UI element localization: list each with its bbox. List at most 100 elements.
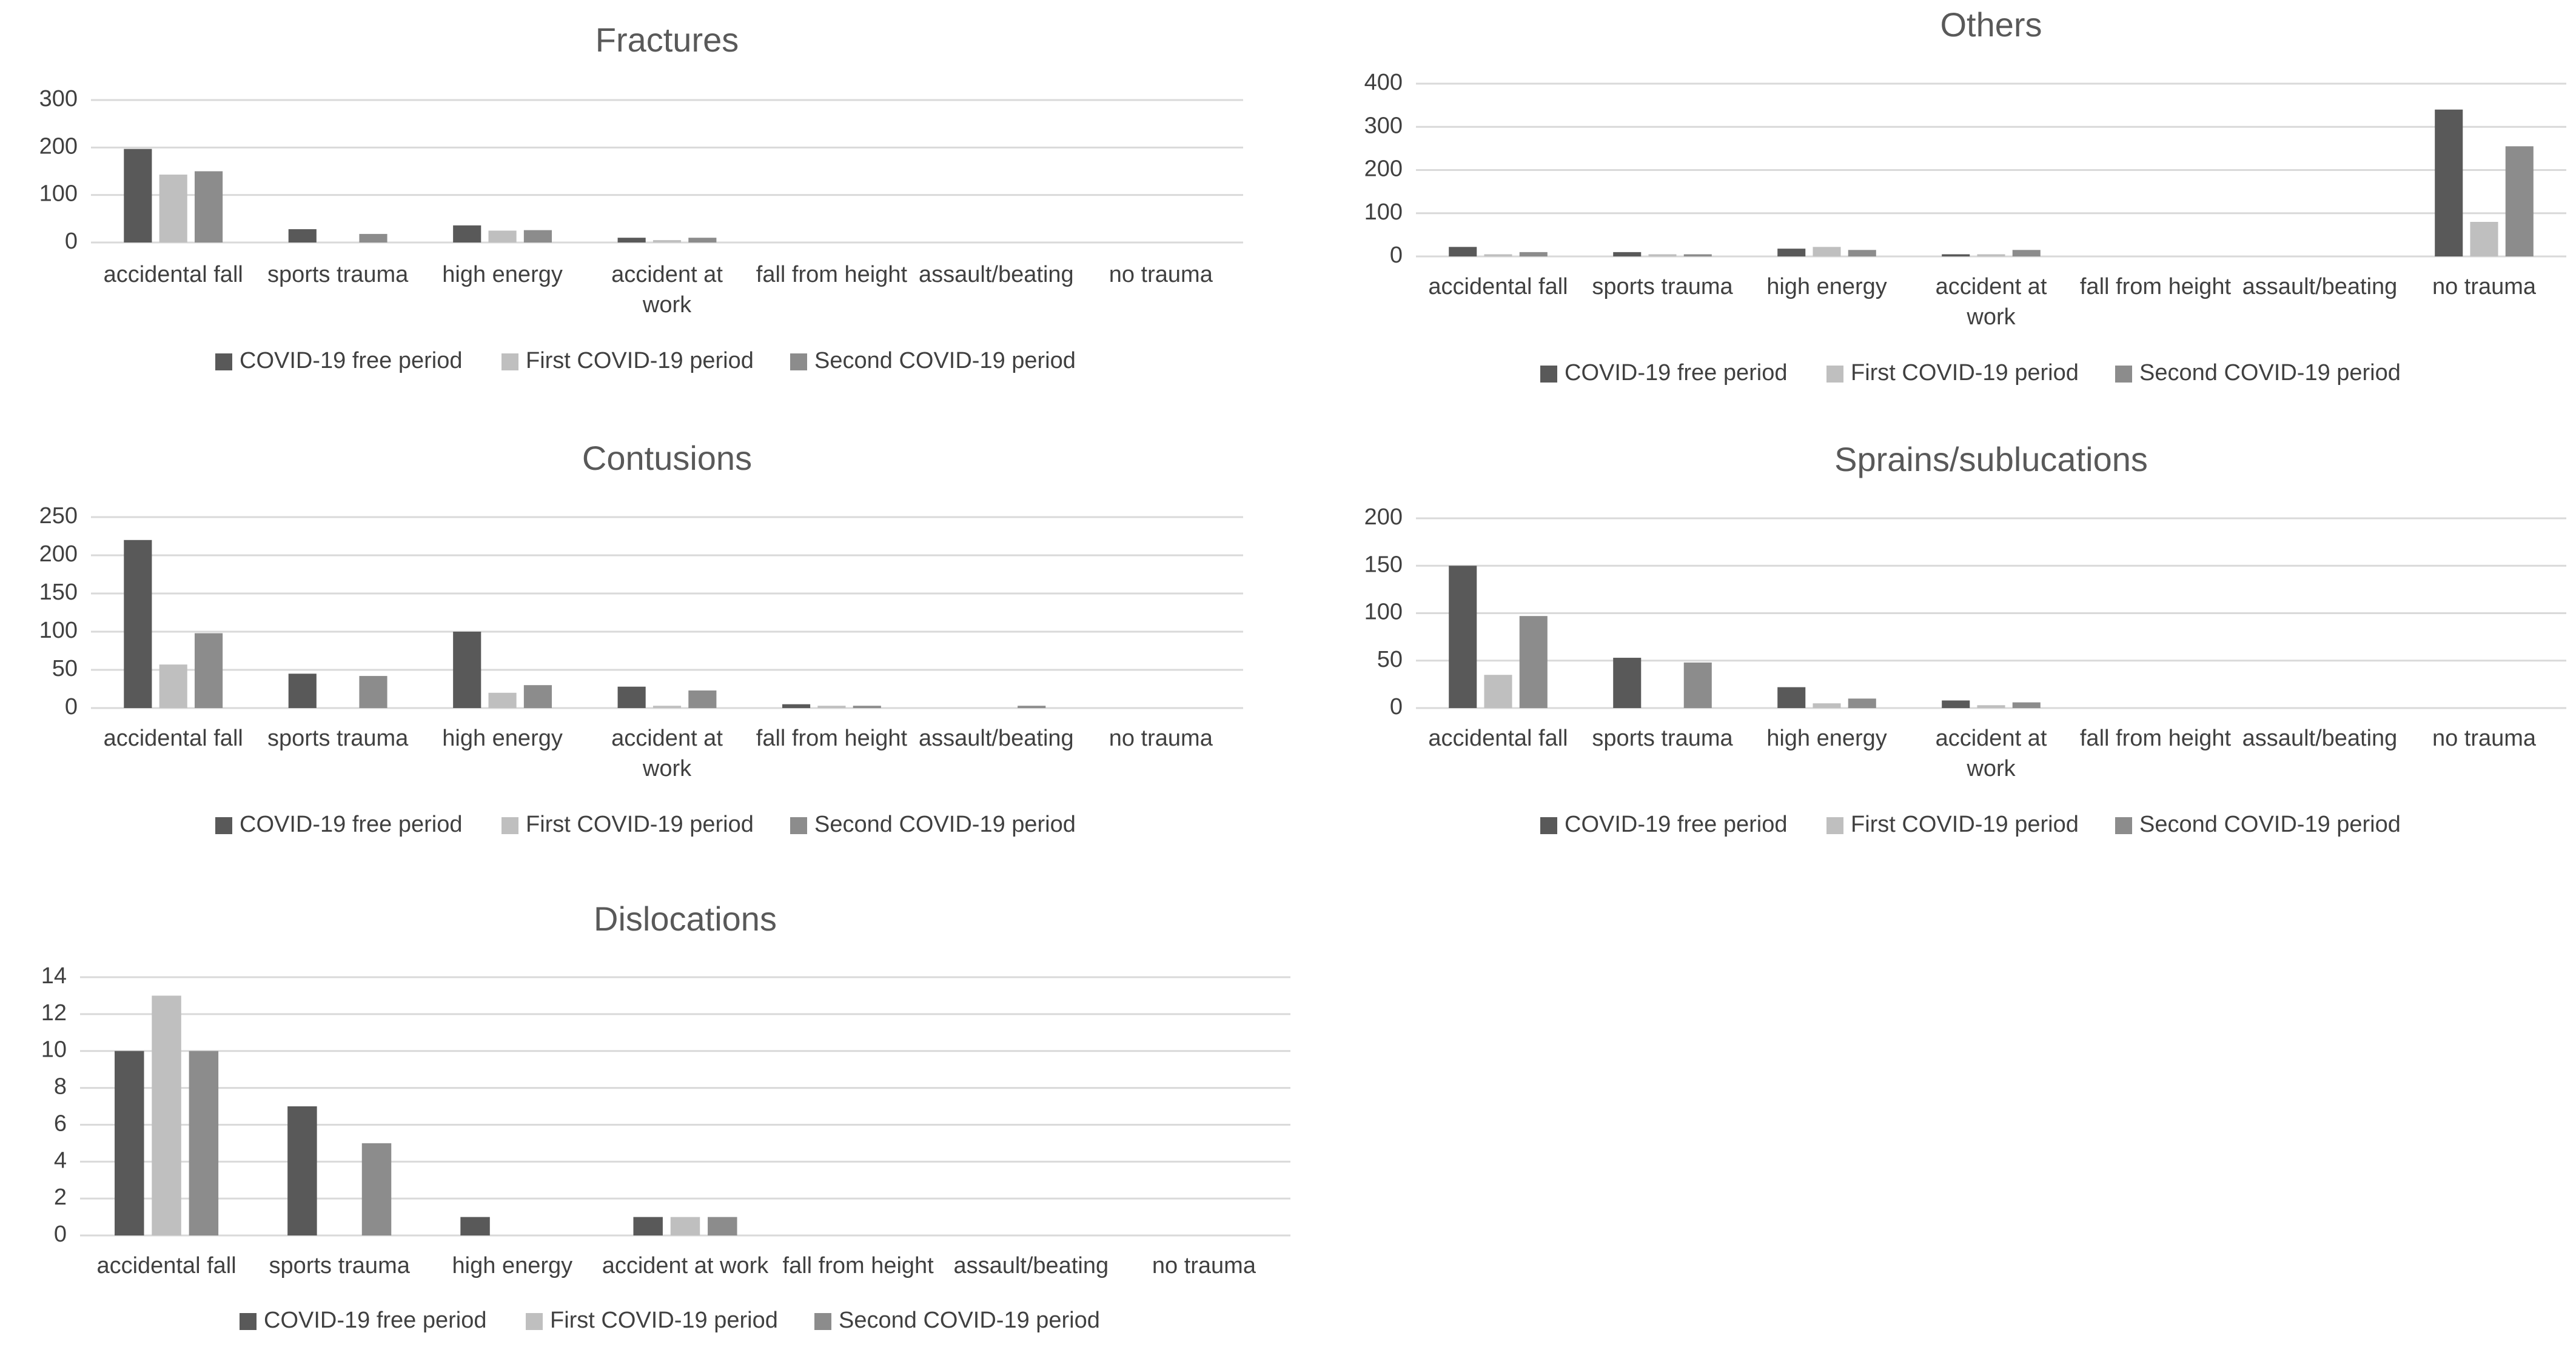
bar-second-covid-19-period — [1683, 662, 1712, 708]
chart-title: Fractures — [595, 21, 739, 59]
x-tick-label: work — [642, 292, 692, 318]
bar-covid-19-free-period — [1613, 252, 1642, 256]
bar-second-covid-19-period — [708, 1217, 737, 1235]
legend-swatch — [2115, 817, 2132, 834]
x-tick-label: sports trauma — [267, 262, 409, 287]
legend-label: First COVID-19 period — [526, 812, 754, 837]
x-tick-label: accidental fall — [1428, 726, 1568, 751]
bar-first-covid-19-period — [1484, 675, 1512, 708]
bar-second-covid-19-period — [688, 690, 717, 708]
x-tick-label: no trauma — [1109, 262, 1213, 287]
x-tick-label: assault/beating — [2242, 726, 2398, 751]
x-tick-label: accident at — [1936, 726, 2047, 751]
bar-second-covid-19-period — [2012, 250, 2041, 256]
legend-swatch — [526, 1313, 543, 1330]
y-tick-label: 12 — [41, 1000, 67, 1026]
x-tick-label: accidental fall — [104, 726, 243, 751]
bar-second-covid-19-period — [359, 233, 387, 242]
bar-covid-19-free-period — [124, 540, 152, 708]
bar-first-covid-19-period — [159, 174, 187, 242]
bar-first-covid-19-period — [652, 240, 682, 242]
chart-fractures: Fractures 0 100 200 300 accidental fall sports… — [39, 21, 1243, 373]
bar-first-covid-19-period — [1484, 254, 1512, 256]
x-tick-label: high energy — [442, 262, 563, 287]
bar-first-covid-19-period — [488, 692, 517, 708]
bar-covid-19-free-period — [1449, 247, 1477, 256]
bar-covid-19-free-period — [782, 704, 811, 708]
bar-first-covid-19-period — [1977, 254, 2005, 256]
x-tick-label: accident at — [611, 262, 723, 287]
legend-swatch — [814, 1313, 831, 1330]
bar-covid-19-free-period — [287, 1106, 317, 1235]
bar-second-covid-19-period — [189, 1051, 219, 1235]
chart-title: Dislocations — [594, 900, 777, 938]
bar-covid-19-free-period — [124, 149, 152, 242]
x-tick-label: assault/beating — [919, 726, 1074, 751]
x-tick-label: accident at work — [602, 1253, 770, 1278]
chart-sprains-sublucations: Sprains/sublucations 0 50 100 150 200 accident… — [1364, 440, 2566, 837]
x-tick-label: sports trauma — [1592, 274, 1733, 299]
bar-covid-19-free-period — [1942, 254, 1970, 256]
bar-covid-19-free-period — [1613, 658, 1642, 708]
bar-covid-19-free-period — [2435, 109, 2463, 256]
bar-second-covid-19-period — [361, 1143, 392, 1235]
legend-label: Second COVID-19 period — [814, 348, 1076, 373]
legend-label: Second COVID-19 period — [2139, 360, 2401, 386]
bar-first-covid-19-period — [159, 664, 187, 708]
bar-covid-19-free-period — [617, 686, 646, 708]
y-tick-label: 100 — [39, 181, 78, 207]
y-tick-label: 150 — [1364, 552, 1403, 577]
legend-swatch — [790, 353, 807, 370]
y-tick-label: 200 — [1364, 504, 1403, 530]
y-tick-label: 0 — [54, 1222, 67, 1247]
bar-second-covid-19-period — [195, 171, 223, 242]
x-tick-label: sports trauma — [269, 1253, 411, 1278]
y-tick-label: 100 — [39, 618, 78, 643]
x-tick-label: sports trauma — [267, 726, 409, 751]
bar-first-covid-19-period — [652, 706, 682, 708]
y-tick-label: 50 — [1377, 647, 1403, 672]
x-tick-label: accident at — [1936, 274, 2047, 299]
bar-covid-19-free-period — [115, 1051, 144, 1235]
x-tick-label: high energy — [1766, 726, 1887, 751]
x-tick-label: assault/beating — [953, 1253, 1109, 1278]
bar-second-covid-19-period — [359, 676, 387, 708]
x-tick-label: fall from height — [756, 726, 908, 751]
legend-label: COVID-19 free period — [240, 812, 463, 837]
y-tick-label: 8 — [54, 1074, 67, 1100]
chart-title: Sprains/sublucations — [1834, 440, 2148, 478]
bar-second-covid-19-period — [523, 230, 552, 242]
y-tick-label: 150 — [39, 580, 78, 605]
bar-covid-19-free-period — [1777, 687, 1806, 708]
x-tick-label: accidental fall — [96, 1253, 236, 1278]
y-tick-label: 100 — [1364, 600, 1403, 625]
x-tick-label: assault/beating — [2242, 274, 2398, 299]
x-tick-label: high energy — [452, 1253, 573, 1278]
y-tick-label: 4 — [54, 1148, 67, 1173]
x-tick-label: assault/beating — [919, 262, 1074, 287]
x-tick-label: accidental fall — [104, 262, 243, 287]
chart-others: Others 0 100 200 300 400 accidental fall sports… — [1364, 5, 2566, 386]
bar-second-covid-19-period — [688, 238, 717, 242]
bar-covid-19-free-period — [1777, 249, 1806, 256]
bar-second-covid-19-period — [1018, 706, 1046, 708]
x-tick-label: no trauma — [1109, 726, 1213, 751]
y-tick-label: 400 — [1364, 70, 1403, 95]
y-tick-label: 2 — [54, 1185, 67, 1210]
y-tick-label: 200 — [1364, 156, 1403, 182]
x-tick-label: work — [1966, 756, 2016, 781]
legend-swatch — [1540, 817, 1557, 834]
bar-second-covid-19-period — [1519, 252, 1548, 256]
bar-second-covid-19-period — [523, 685, 552, 708]
bar-first-covid-19-period — [2470, 222, 2498, 256]
bar-second-covid-19-period — [195, 633, 223, 708]
y-tick-label: 200 — [39, 541, 78, 567]
x-tick-label: work — [642, 756, 692, 781]
chart-dislocations: Dislocations 0 2 4 6 8 10 12 14 accidental fall sp… — [41, 900, 1290, 1333]
bar-first-covid-19-period — [817, 706, 846, 708]
legend-swatch — [501, 817, 518, 834]
legend-swatch — [215, 353, 232, 370]
x-tick-label: accident at — [611, 726, 723, 751]
bar-second-covid-19-period — [1519, 616, 1548, 708]
bar-covid-19-free-period — [288, 674, 317, 708]
